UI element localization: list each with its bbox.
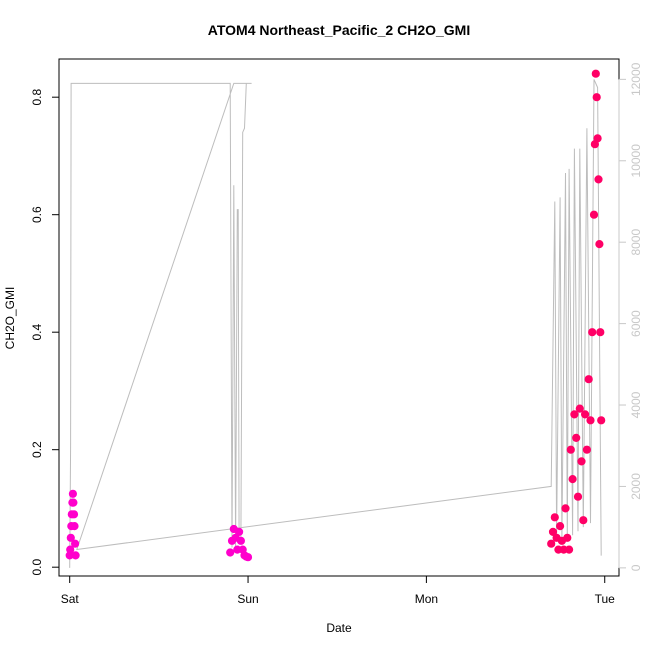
y-tick-label: 0.8 xyxy=(30,89,44,106)
y-axis-label: CH2O_GMI xyxy=(3,287,17,350)
data-point xyxy=(565,545,574,554)
y-tick-label: 0.2 xyxy=(30,441,44,458)
data-point xyxy=(550,513,559,522)
data-point xyxy=(581,410,590,419)
data-point xyxy=(226,548,235,557)
y-tick-label: 0.0 xyxy=(30,559,44,576)
data-point xyxy=(588,328,597,337)
data-point xyxy=(235,527,244,537)
data-point xyxy=(595,240,604,249)
data-point xyxy=(548,527,558,537)
y2-tick-label: 8000 xyxy=(629,229,643,256)
y-axis-right: 0 2000 4000 6000 8000 10000 12000 xyxy=(618,62,643,571)
y-tick-label: 0.4 xyxy=(30,324,44,341)
data-point xyxy=(594,175,603,184)
data-point xyxy=(563,533,572,542)
data-point xyxy=(570,410,579,419)
data-point xyxy=(575,404,584,413)
data-point xyxy=(596,328,605,337)
data-point xyxy=(71,551,80,560)
data-point xyxy=(579,516,588,525)
data-point xyxy=(66,533,75,542)
y2-tick-label: 0 xyxy=(629,564,643,571)
x-tick-label: Mon xyxy=(415,592,438,606)
data-point xyxy=(589,210,599,219)
y2-tick-label: 2000 xyxy=(629,473,643,500)
data-point xyxy=(592,93,601,102)
y2-tick-label: 10000 xyxy=(629,144,643,178)
altitude-line xyxy=(69,79,602,568)
y-tick-label: 0.6 xyxy=(30,206,44,223)
x-tick-label: Sun xyxy=(237,592,258,606)
y2-tick-label: 12000 xyxy=(629,62,643,96)
data-point xyxy=(236,536,245,545)
data-point xyxy=(561,504,570,513)
x-tick-label: Sat xyxy=(61,592,80,606)
ch2o-series xyxy=(65,69,606,562)
data-point xyxy=(582,445,592,454)
data-point xyxy=(572,433,581,442)
y2-tick-label: 6000 xyxy=(629,310,643,337)
data-point xyxy=(66,545,75,554)
data-point xyxy=(71,539,80,548)
data-point xyxy=(70,522,79,531)
data-point xyxy=(556,522,565,531)
data-point xyxy=(568,475,577,484)
y-axis-left: 0.0 0.2 0.4 0.6 0.8 xyxy=(30,89,60,576)
altitude-series xyxy=(69,79,602,568)
chart-title: ATOM4 Northeast_Pacific_2 CH2O_GMI xyxy=(208,22,470,38)
x-tick-label: Tue xyxy=(595,592,616,606)
data-point xyxy=(573,492,583,501)
data-point xyxy=(243,553,253,562)
data-point xyxy=(577,457,586,466)
data-point xyxy=(584,375,593,384)
data-point xyxy=(69,498,78,507)
data-point xyxy=(597,416,606,425)
y2-tick-label: 4000 xyxy=(629,391,643,418)
data-point xyxy=(69,510,79,519)
data-point xyxy=(593,134,602,143)
x-axis-label: Date xyxy=(326,621,352,635)
data-point xyxy=(586,416,595,425)
data-point xyxy=(547,539,556,548)
data-point xyxy=(591,69,600,78)
data-point xyxy=(68,489,78,498)
data-point xyxy=(566,445,575,454)
x-axis: Sat Sun Mon Tue xyxy=(61,575,616,606)
